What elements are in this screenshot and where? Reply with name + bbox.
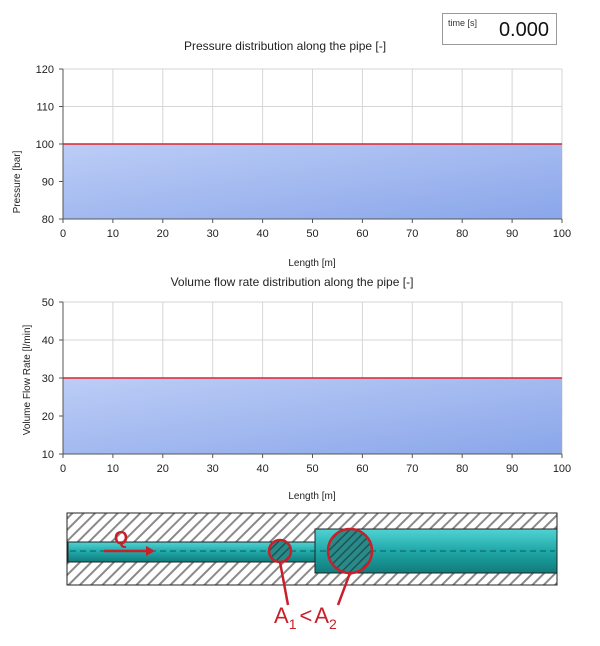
flow-rate-x-tick-label: 100 [553, 463, 571, 475]
pressure-x-tick-label: 100 [553, 228, 571, 240]
flow-rate-chart-ylabel: Volume Flow Rate [l/min] [22, 324, 33, 435]
flow-rate-x-tick-label: 70 [406, 463, 418, 475]
flow-rate-area-fill [63, 378, 562, 454]
cross-section-a2 [326, 527, 374, 575]
pressure-y-tick-label: 110 [36, 102, 54, 114]
pressure-x-tick-label: 20 [157, 228, 169, 240]
flow-rate-y-tick-label: 30 [42, 373, 54, 385]
flow-rate-chart: Volume flow rate distribution along the … [22, 275, 571, 502]
pressure-chart: Pressure distribution along the pipe [-]… [12, 39, 571, 269]
pressure-chart-ylabel: Pressure [bar] [12, 150, 23, 213]
pressure-x-tick-label: 0 [60, 228, 66, 240]
pressure-x-tick-label: 60 [356, 228, 368, 240]
flow-rate-y-tick-label: 40 [42, 335, 54, 347]
flow-rate-x-tick-label: 80 [456, 463, 468, 475]
pressure-x-tick-label: 30 [207, 228, 219, 240]
flow-arrow-head [146, 546, 155, 556]
pressure-x-tick-label: 40 [256, 228, 268, 240]
pressure-y-tick-label: 80 [42, 214, 54, 226]
pressure-x-tick-label: 70 [406, 228, 418, 240]
time-label: time [s] [448, 18, 478, 28]
a2-leader-line [336, 572, 352, 606]
area-comparison-label: A1 <A2 [274, 603, 337, 632]
time-value: 0.000 [498, 19, 549, 41]
flow-rate-x-tick-label: 0 [60, 463, 66, 475]
flow-rate-y-tick-label: 10 [42, 449, 54, 461]
flow-rate-x-tick-label: 30 [207, 463, 219, 475]
pressure-x-tick-label: 10 [107, 228, 119, 240]
flow-rate-x-tick-label: 10 [107, 463, 119, 475]
flow-rate-x-tick-label: 60 [356, 463, 368, 475]
a1-leader-line [278, 561, 290, 606]
time-display: time [s] 0.000 [442, 13, 557, 45]
pressure-y-tick-label: 120 [36, 64, 54, 76]
pressure-area-fill [63, 144, 562, 219]
flow-rate-y-tick-label: 20 [42, 411, 54, 423]
pressure-x-tick-label: 50 [306, 228, 318, 240]
pressure-x-tick-label: 90 [506, 228, 518, 240]
pressure-chart-title: Pressure distribution along the pipe [-] [184, 39, 386, 53]
flow-rate-y-tick-label: 50 [42, 297, 54, 309]
cross-section-a1 [267, 538, 293, 564]
pressure-y-tick-label: 100 [36, 139, 54, 151]
pressure-y-tick-label: 90 [42, 177, 54, 189]
pipe-diagram: Q A1 <A2 [66, 512, 558, 632]
flow-rate-x-tick-label: 90 [506, 463, 518, 475]
flow-label: Q [114, 528, 128, 548]
pressure-x-tick-label: 80 [456, 228, 468, 240]
flow-rate-chart-xlabel: Length [m] [288, 491, 335, 502]
flow-rate-chart-title: Volume flow rate distribution along the … [171, 275, 414, 289]
flow-rate-x-tick-label: 20 [157, 463, 169, 475]
flow-rate-x-tick-label: 50 [306, 463, 318, 475]
pressure-chart-xlabel: Length [m] [288, 258, 335, 269]
flow-rate-x-tick-label: 40 [256, 463, 268, 475]
